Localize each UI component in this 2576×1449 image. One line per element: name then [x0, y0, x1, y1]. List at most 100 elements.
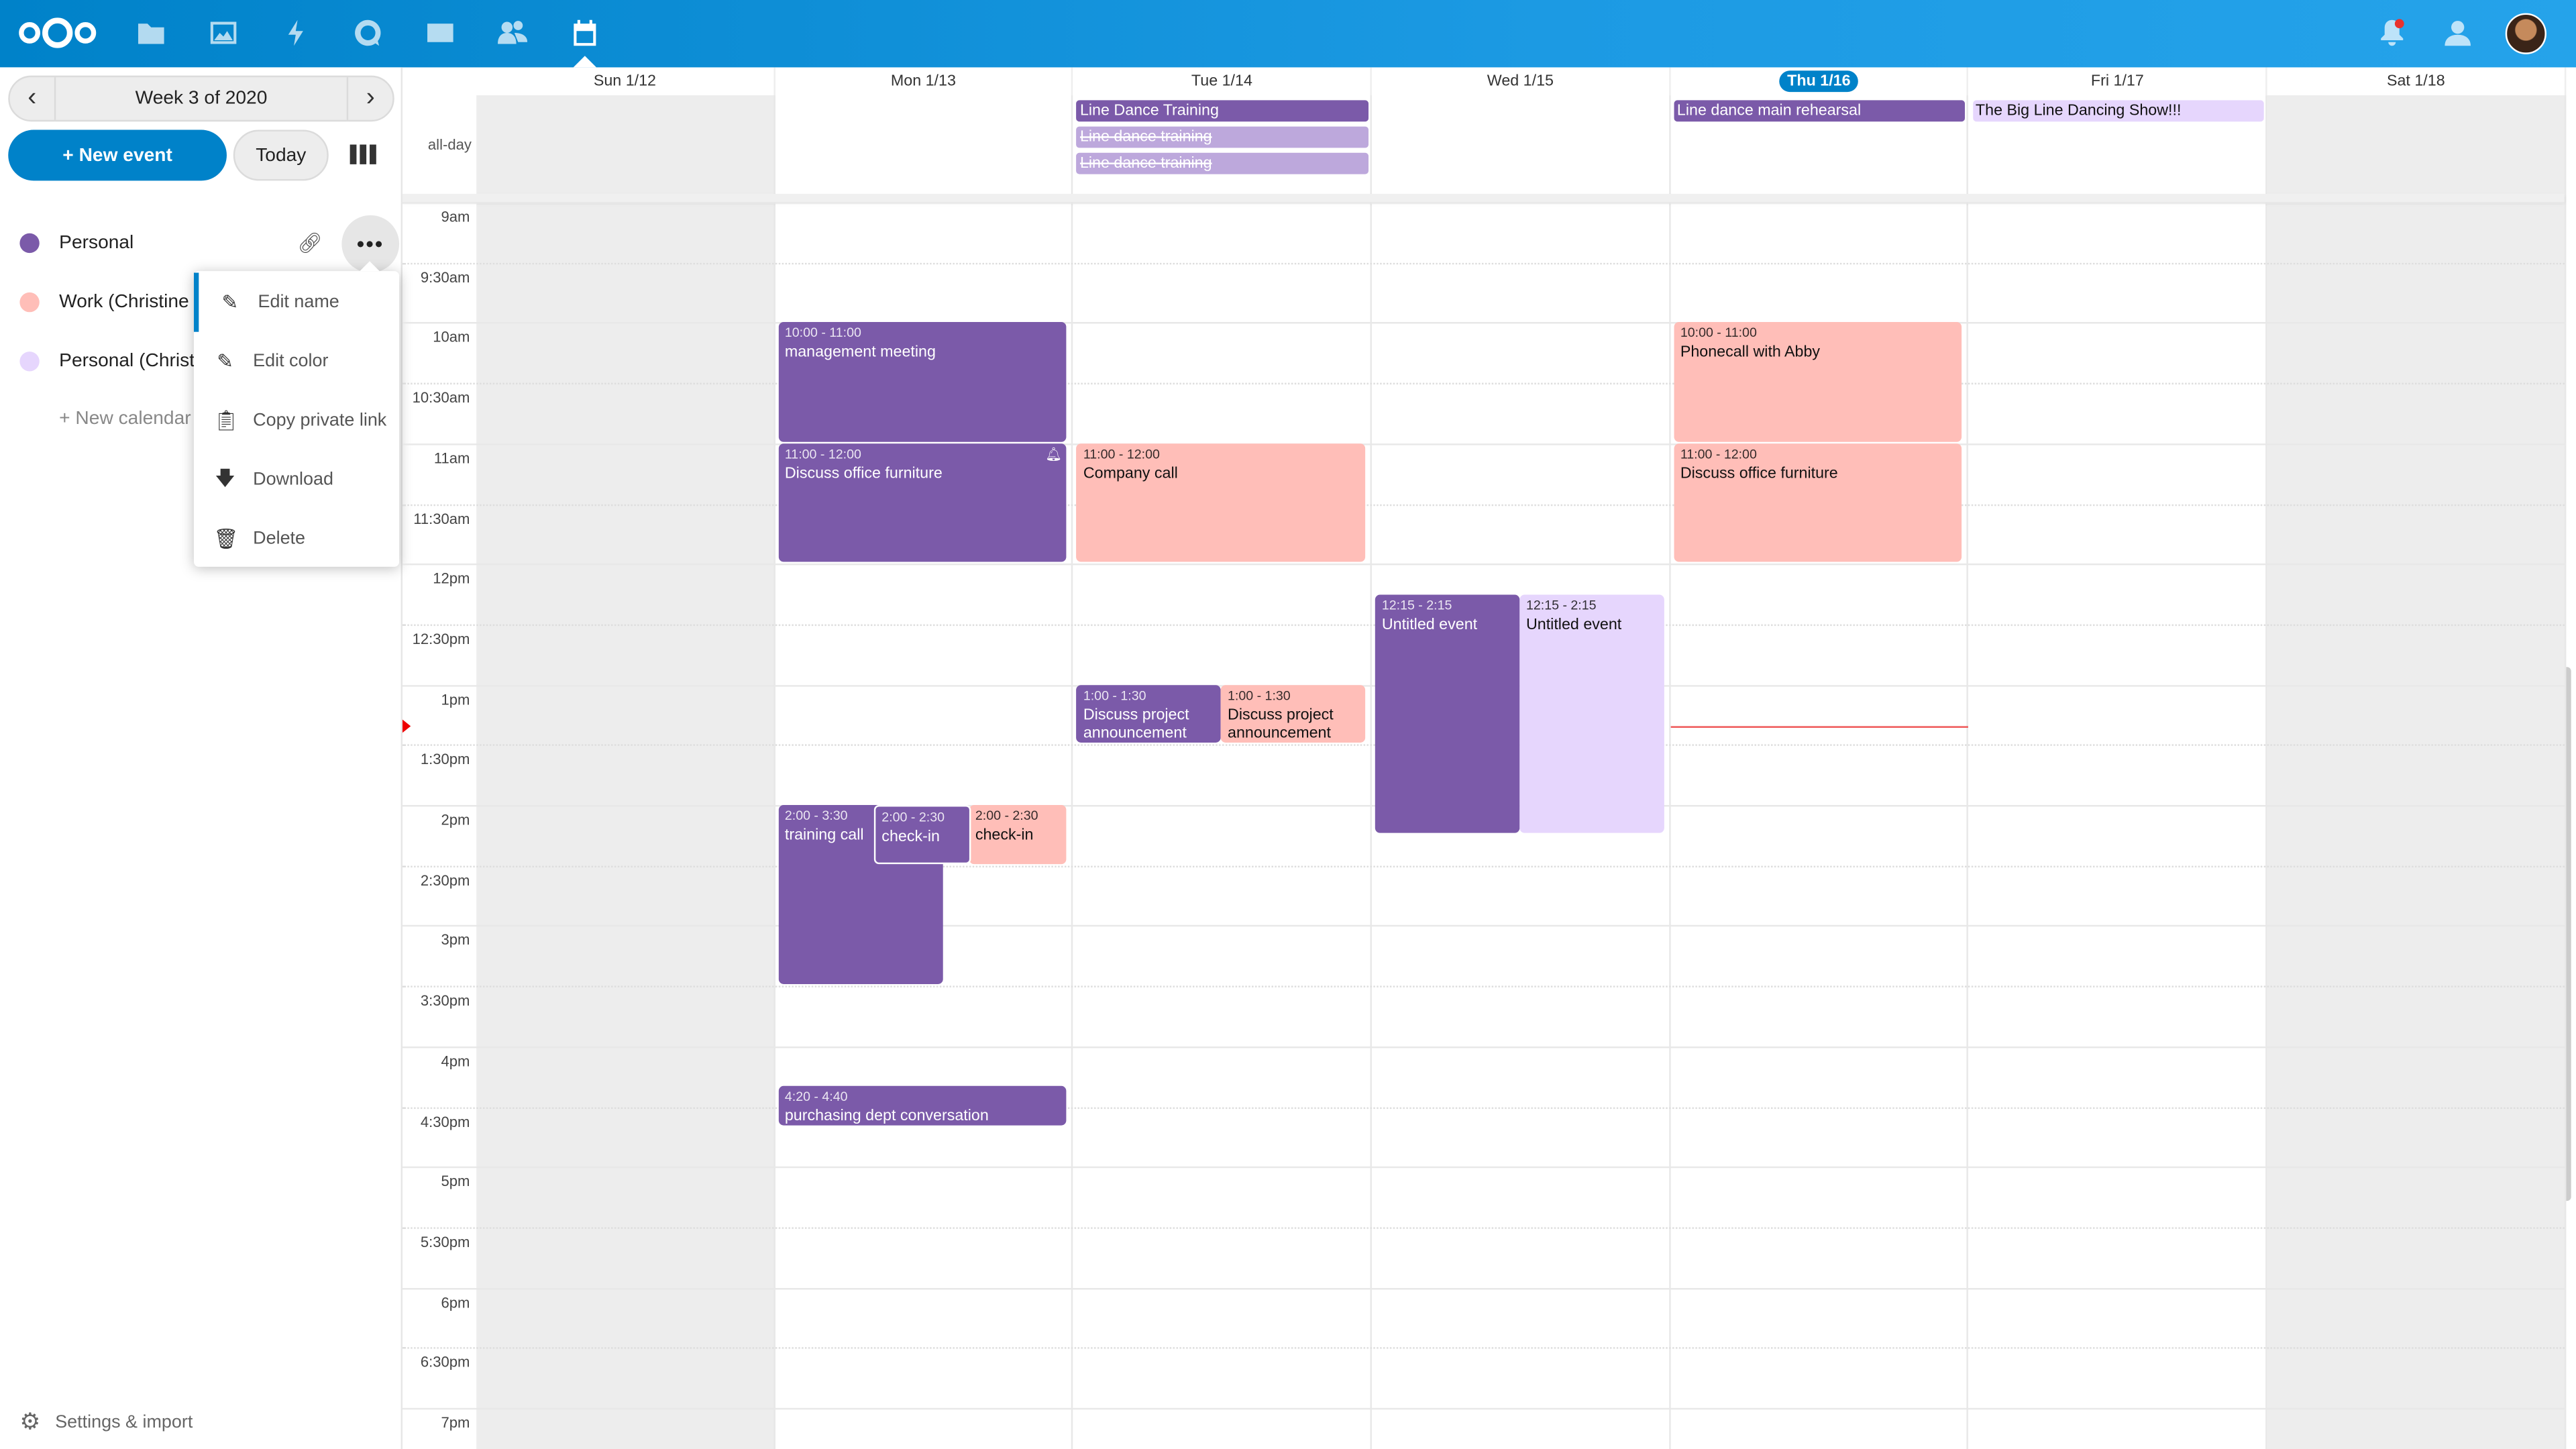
time-gridline [402, 1046, 2565, 1048]
calendar-item-personal[interactable]: Personal 🔗︎ ••• [0, 213, 402, 273]
calendar-icon[interactable] [568, 16, 601, 49]
day-column[interactable] [2267, 95, 2567, 1449]
calendar-event[interactable]: 12:15 - 2:15 Untitled event [1519, 594, 1664, 834]
allday-event[interactable]: Line dance main rehearsal [1674, 100, 1966, 122]
calendar-event[interactable]: 1:00 - 1:30 Discuss project announcement [1077, 684, 1222, 743]
allday-separator [402, 193, 2565, 203]
calendar-color-dot[interactable] [19, 233, 40, 254]
time-gridline [402, 1227, 2565, 1229]
calendar-event[interactable]: 11:00 - 12:00 Discuss office furniture [1674, 443, 1963, 563]
event-time: 11:00 - 12:00 [1680, 446, 1757, 462]
day-header-label: Sat 1/18 [2386, 72, 2445, 91]
contacts-icon[interactable] [496, 16, 529, 49]
event-title: Phonecall with Abby [1680, 343, 1821, 362]
calendar-name: Personal (Christi [59, 352, 199, 372]
calendar-event[interactable]: 2:00 - 2:30 check-in [873, 805, 972, 864]
day-header[interactable]: Tue 1/14 [1073, 67, 1373, 96]
calendar-item-personal-shared[interactable]: Personal (Christi [0, 332, 402, 391]
calendar-item-work[interactable]: Work (Christine S [0, 273, 402, 332]
time-gridline [402, 202, 2565, 204]
day-column[interactable] [1670, 95, 1970, 1449]
calendar-event[interactable]: 11:00 - 12:00 Discuss office furniture 🔔︎ [778, 443, 1067, 563]
notifications-icon[interactable] [2375, 16, 2408, 49]
event-title: Company call [1083, 464, 1178, 483]
allday-event[interactable]: Line Dance Training [1077, 100, 1369, 122]
allday-event[interactable]: Line dance training [1077, 126, 1369, 148]
download-icon: 🡇 [215, 466, 235, 489]
time-label: 6:30pm [420, 1354, 470, 1371]
time-gridline [402, 443, 2565, 445]
day-header[interactable]: Mon 1/13 [775, 67, 1074, 96]
new-event-button[interactable]: + New event [8, 129, 227, 181]
event-title: Discuss project announcement [1228, 706, 1334, 742]
menu-item-edit-color[interactable]: ✎ Edit color [194, 332, 399, 391]
week-navigator: ‹ Week 3 of 2020 › [8, 75, 394, 122]
day-column[interactable] [476, 95, 775, 1449]
calendar-color-dot[interactable] [19, 292, 40, 313]
activity-icon[interactable] [279, 16, 312, 49]
files-icon[interactable] [135, 16, 168, 49]
trash-icon: 🗑︎ [213, 527, 239, 551]
time-gridline [402, 985, 2565, 988]
photos-icon[interactable] [207, 16, 240, 49]
time-label: 9am [441, 209, 470, 225]
calendar-event[interactable]: 4:20 - 4:40 purchasing dept conversation [778, 1086, 1067, 1125]
week-picker[interactable]: Week 3 of 2020 [54, 77, 349, 120]
next-week-button[interactable]: › [366, 83, 375, 112]
event-title: purchasing dept conversation [784, 1108, 989, 1125]
event-title: check-in [881, 828, 940, 847]
day-column[interactable] [1969, 95, 2268, 1449]
calendar-event[interactable]: 11:00 - 12:00 Company call [1077, 443, 1366, 563]
day-header[interactable]: Wed 1/15 [1372, 67, 1671, 96]
day-header[interactable]: Sun 1/12 [476, 67, 775, 96]
time-gridline [402, 925, 2565, 928]
active-app-indicator [573, 56, 596, 68]
event-title: Untitled event [1525, 615, 1622, 634]
calendar-actions-menu: ✎ Edit name ✎ Edit color 📋︎ Copy private li… [193, 261, 400, 567]
time-gridline [402, 865, 2565, 867]
menu-item-download[interactable]: 🡇 Download [194, 450, 399, 509]
event-time: 11:00 - 12:00 [784, 446, 861, 462]
new-calendar-button[interactable]: + New calendar [59, 409, 191, 429]
mail-icon[interactable] [424, 16, 457, 49]
time-label: 9:30am [420, 268, 470, 286]
calendar-event[interactable]: 10:00 - 11:00 Phonecall with Abby [1674, 322, 1963, 442]
calendar-event[interactable]: 2:00 - 2:30 check-in [969, 805, 1067, 864]
day-column[interactable] [775, 95, 1074, 1449]
menu-item-edit-name[interactable]: ✎ Edit name [193, 272, 399, 332]
allday-event[interactable]: Line dance training [1077, 152, 1369, 174]
nextcloud-logo-icon[interactable] [16, 16, 98, 49]
settings-button[interactable]: ⚙ Settings & import [19, 1408, 193, 1436]
calendar-event[interactable]: 10:00 - 11:00 management meeting [778, 322, 1067, 442]
calendar-event[interactable]: 2:00 - 3:30 training call [778, 805, 943, 985]
gear-icon: ⚙ [19, 1407, 41, 1434]
day-header[interactable]: Fri 1/17 [1969, 67, 2268, 96]
menu-item-delete[interactable]: 🗑︎ Delete [213, 527, 306, 551]
week-view-icon[interactable] [350, 144, 376, 164]
calendar-color-dot[interactable] [19, 352, 40, 372]
allday-label: all-day [427, 136, 472, 153]
previous-week-button[interactable]: ‹ [28, 83, 37, 112]
calendar-event[interactable]: 1:00 - 1:30 Discuss project announcement [1221, 684, 1366, 743]
today-button[interactable]: Today [233, 129, 329, 181]
share-link-icon[interactable]: 🔗︎ [297, 231, 323, 255]
time-label: 4:30pm [420, 1113, 470, 1130]
avatar[interactable] [2505, 13, 2546, 54]
time-label: 3pm [441, 932, 470, 949]
day-column[interactable] [1073, 95, 1373, 1449]
allday-event[interactable]: The Big Line Dancing Show!!! [1972, 100, 2265, 122]
event-time: 11:00 - 12:00 [1083, 446, 1160, 462]
current-time-line [1670, 727, 1970, 729]
menu-item-copy-private-link[interactable]: 📋︎ Copy private link [213, 409, 387, 433]
talk-icon[interactable] [352, 16, 384, 49]
time-label: 10am [433, 329, 470, 346]
day-column[interactable] [1372, 95, 1671, 1449]
day-header[interactable]: Thu 1/16 [1670, 67, 1970, 96]
day-header[interactable]: Sat 1/18 [2267, 67, 2567, 96]
day-header-label: Fri 1/17 [2090, 72, 2144, 91]
contacts-menu-icon[interactable] [2441, 16, 2474, 49]
time-gridline [402, 1347, 2565, 1350]
calendar-name: Personal [59, 233, 134, 254]
time-label: 7pm [441, 1414, 470, 1432]
calendar-event[interactable]: 12:15 - 2:15 Untitled event [1375, 594, 1520, 834]
